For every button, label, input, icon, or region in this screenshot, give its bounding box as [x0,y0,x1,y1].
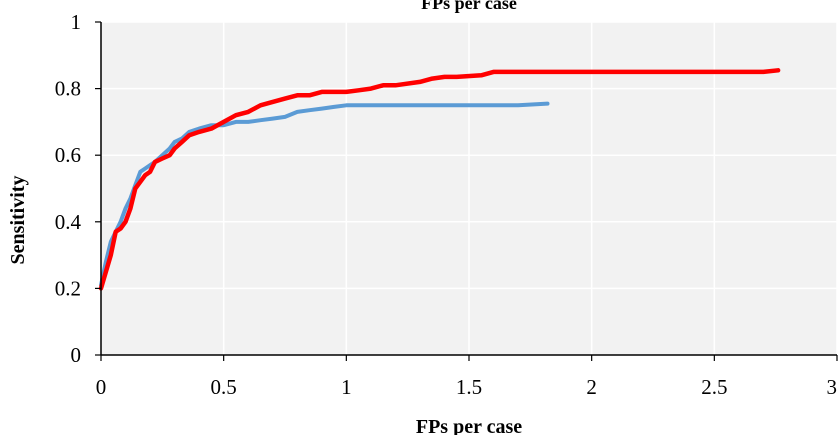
y-tick-labels: 0 0.2 0.4 0.6 0.8 1 [55,10,101,367]
x-tick-labels: 0 0.5 1 1.5 2 2.5 3 [96,355,838,399]
series-layer [98,68,781,291]
x-tick-label: 1 [341,375,352,399]
y-tick-label: 0.8 [55,77,81,101]
x-tick-label: 0 [96,375,107,399]
x-tick-label: 3 [827,375,838,399]
y-tick-label: 1 [71,10,82,34]
y-tick-label: 0 [71,343,82,367]
y-tick-label: 0.4 [55,210,82,234]
y-axis-title: Sensitivity [7,176,29,265]
horizontal-gridlines [101,21,837,290]
x-tick-label: 2.5 [701,375,727,399]
y-tick-label: 0.6 [55,143,81,167]
x-axis-title: FPs per case [416,416,522,435]
x-tick-label: 1.5 [456,375,482,399]
y-tick-label: 0.2 [55,276,81,300]
series-line-2 [98,68,781,291]
x-tick-label: 2 [586,375,597,399]
chart-title: FPs per case [421,0,517,13]
x-tick-label: 0.5 [211,375,237,399]
